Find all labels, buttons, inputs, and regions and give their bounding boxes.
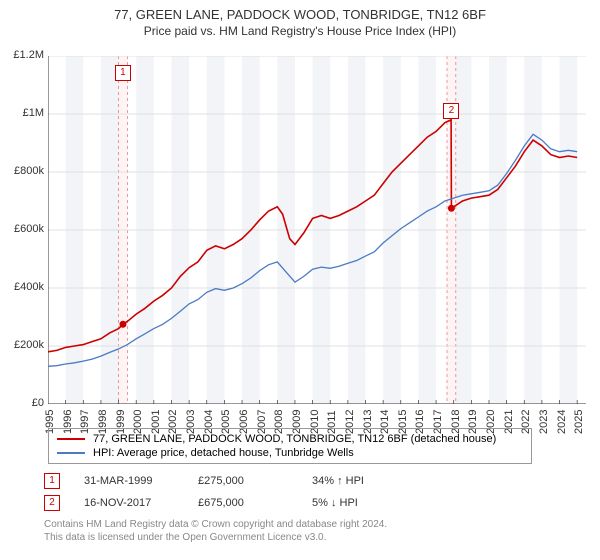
event-row: 2 16-NOV-2017 £675,000 5% ↓ HPI	[44, 492, 402, 514]
x-axis-label: 2025	[573, 410, 585, 434]
event-price: £275,000	[198, 475, 288, 487]
event-delta: 5% ↓ HPI	[312, 497, 402, 509]
legend-label: HPI: Average price, detached house, Tunb…	[93, 447, 354, 459]
y-axis-label: £400k	[2, 281, 44, 293]
footer-line-2: This data is licensed under the Open Gov…	[44, 531, 387, 544]
legend-swatch	[57, 438, 85, 440]
event-table: 1 31-MAR-1999 £275,000 34% ↑ HPI 2 16-NO…	[44, 470, 402, 514]
footer-attribution: Contains HM Land Registry data © Crown c…	[44, 518, 387, 544]
legend-label: 77, GREEN LANE, PADDOCK WOOD, TONBRIDGE,…	[93, 433, 496, 445]
y-axis-label: £600k	[2, 223, 44, 235]
event-delta: 34% ↑ HPI	[312, 475, 402, 487]
event-date: 16-NOV-2017	[84, 497, 174, 509]
event-marker-1: 1	[44, 473, 60, 489]
event-price: £675,000	[198, 497, 288, 509]
chart-event-marker: 1	[115, 65, 131, 81]
chart-subtitle: Price paid vs. HM Land Registry's House …	[0, 24, 600, 42]
event-row: 1 31-MAR-1999 £275,000 34% ↑ HPI	[44, 470, 402, 492]
chart-plot-area	[48, 56, 586, 404]
x-axis-label: 2024	[556, 410, 568, 434]
y-axis-label: £200k	[2, 339, 44, 351]
legend: 77, GREEN LANE, PADDOCK WOOD, TONBRIDGE,…	[48, 428, 532, 464]
chart-event-marker: 2	[443, 103, 459, 119]
chart-title: 77, GREEN LANE, PADDOCK WOOD, TONBRIDGE,…	[0, 0, 600, 24]
event-date: 31-MAR-1999	[84, 475, 174, 487]
y-axis-label: £1M	[2, 107, 44, 119]
y-axis-label: £1.2M	[2, 49, 44, 61]
y-axis-label: £800k	[2, 165, 44, 177]
footer-line-1: Contains HM Land Registry data © Crown c…	[44, 518, 387, 531]
legend-item: 77, GREEN LANE, PADDOCK WOOD, TONBRIDGE,…	[57, 432, 523, 446]
event-marker-2: 2	[44, 495, 60, 511]
legend-swatch	[57, 452, 85, 454]
chart-svg	[48, 56, 586, 404]
x-axis-label: 2023	[538, 410, 550, 434]
legend-item: HPI: Average price, detached house, Tunb…	[57, 446, 523, 460]
y-axis-label: £0	[2, 397, 44, 409]
